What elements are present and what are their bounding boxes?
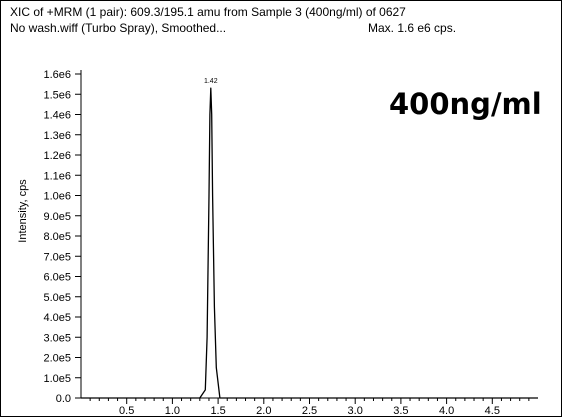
y-tick-label: 1.4e6 bbox=[43, 110, 71, 122]
y-tick-label: 9.0e5 bbox=[43, 211, 71, 223]
y-tick-label: 1.2e6 bbox=[43, 150, 71, 162]
y-tick-label: 8.0e5 bbox=[43, 231, 71, 243]
concentration-label: 400ng/ml bbox=[389, 87, 542, 121]
y-tick-label: 6.0e5 bbox=[43, 272, 71, 284]
x-tick-label: 3.5 bbox=[393, 405, 408, 416]
y-tick-label: 7.0e5 bbox=[43, 251, 71, 263]
chart-header-line1: XIC of +MRM (1 pair): 609.3/195.1 amu fr… bbox=[10, 5, 406, 19]
y-tick-label: 2.0e5 bbox=[43, 353, 71, 365]
x-tick-label: 0.5 bbox=[119, 405, 134, 416]
peak-label: 1.42 bbox=[204, 78, 218, 85]
chromatogram-line bbox=[81, 87, 538, 399]
y-tick-label: 1.1e6 bbox=[43, 170, 71, 182]
y-tick-label: 4.0e5 bbox=[43, 312, 71, 324]
y-tick-label: 1.3e6 bbox=[43, 130, 71, 142]
x-tick-label: 1.0 bbox=[165, 405, 180, 416]
y-tick-label: 1.5e6 bbox=[43, 89, 71, 101]
y-tick-label: 1.0e6 bbox=[43, 191, 71, 203]
x-tick-label: 1.5 bbox=[210, 405, 225, 416]
max-intensity-label: Max. 1.6 e6 cps. bbox=[368, 21, 457, 35]
chart-header-line2: No wash.wiff (Turbo Spray), Smoothed... bbox=[10, 21, 227, 35]
y-tick-label: 1.6e6 bbox=[43, 69, 71, 81]
x-tick-label: 4.5 bbox=[485, 405, 500, 416]
y-tick-label: 1.0e5 bbox=[43, 373, 71, 385]
x-tick-label: 3.0 bbox=[348, 405, 363, 416]
y-tick-label: 5.0e5 bbox=[43, 292, 71, 304]
x-tick-label: 4.0 bbox=[439, 405, 454, 416]
x-tick-label: 2.0 bbox=[256, 405, 271, 416]
y-tick-label: 0.0 bbox=[56, 393, 71, 405]
y-tick-label: 3.0e5 bbox=[43, 332, 71, 344]
x-tick-label: 2.5 bbox=[302, 405, 317, 416]
